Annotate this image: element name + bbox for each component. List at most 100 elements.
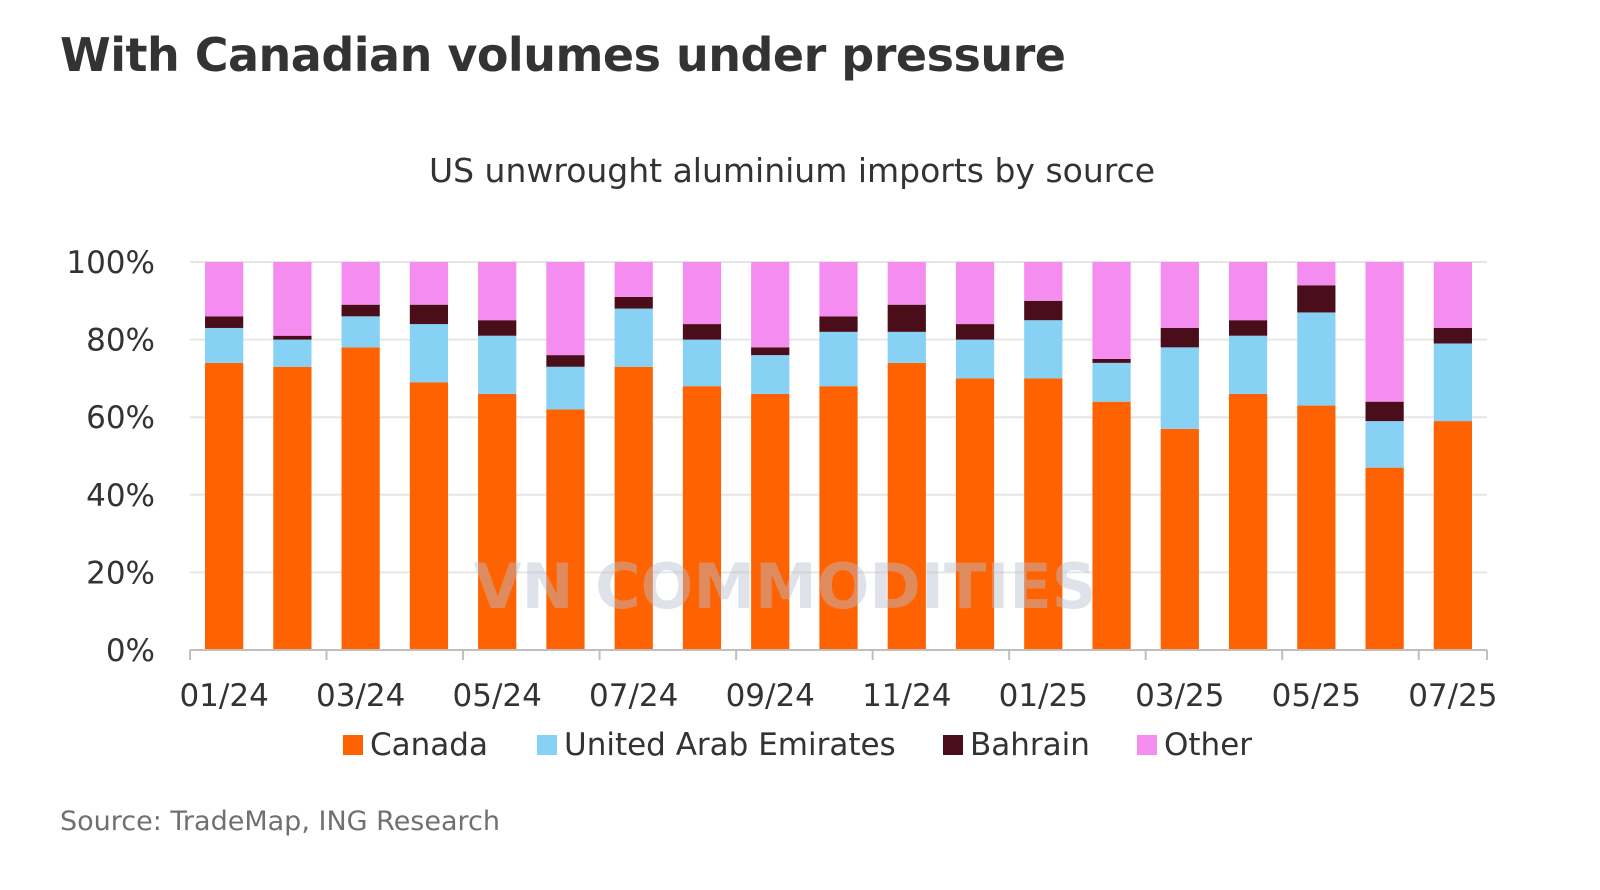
bar-segment <box>1433 262 1472 328</box>
bar-segment <box>819 262 858 317</box>
bar-segment <box>955 339 995 379</box>
legend: Canada United Arab Emirates Bahrain Other <box>343 727 1252 763</box>
legend-label: Other <box>1164 727 1252 763</box>
x-tick-label: 01/25 <box>999 678 1088 714</box>
bar-segment <box>341 316 380 348</box>
bar-segment <box>1024 378 1063 650</box>
legend-item: Bahrain <box>943 727 1090 763</box>
y-tick-label: 80% <box>86 323 155 359</box>
bar-segment <box>205 362 244 650</box>
x-tick-label: 03/24 <box>316 678 405 714</box>
bar-segment <box>614 296 653 309</box>
bar-segment <box>1297 405 1336 650</box>
bar-segment <box>546 366 585 410</box>
x-tick-label: 09/24 <box>726 678 815 714</box>
bar-segment <box>341 347 380 650</box>
bar-segment <box>1297 312 1336 406</box>
bar-segment <box>751 347 790 356</box>
legend-item: United Arab Emirates <box>537 727 896 763</box>
bar-segment <box>1160 327 1199 348</box>
bar-segment <box>1365 401 1404 422</box>
bar-segment <box>409 262 449 305</box>
y-tick-label: 40% <box>86 478 155 514</box>
bar-segment <box>409 324 449 383</box>
bar-segment <box>887 362 926 650</box>
bar-segment <box>682 262 722 325</box>
bar-segment <box>205 262 244 317</box>
x-tick-label: 01/24 <box>179 678 268 714</box>
legend-label: United Arab Emirates <box>564 727 896 763</box>
bar-segment <box>273 339 312 367</box>
bars <box>205 262 1472 650</box>
bar-segment <box>1297 262 1336 286</box>
chart-title: US unwrought aluminium imports by source <box>429 151 1155 190</box>
legend-swatch <box>343 735 363 755</box>
source-note: Source: TradeMap, ING Research <box>60 806 500 837</box>
bar-segment <box>1297 285 1336 313</box>
watermark: VN COMMODITIES <box>474 550 1097 623</box>
bar-segment <box>273 262 312 336</box>
legend-item: Canada <box>343 727 488 763</box>
x-tick-label: 05/25 <box>1272 678 1361 714</box>
bar-segment <box>1365 467 1404 650</box>
legend-label: Canada <box>370 727 488 763</box>
bar-segment <box>1092 362 1131 402</box>
bar-segment <box>955 262 995 325</box>
bar-segment <box>1160 428 1199 650</box>
x-tick-label: 07/24 <box>589 678 678 714</box>
bar-segment <box>273 366 312 650</box>
bar-segment <box>1024 300 1063 321</box>
bar-segment <box>1092 401 1131 650</box>
bar-segment <box>546 409 585 650</box>
bar-segment <box>751 355 790 394</box>
bar-segment <box>1228 320 1268 336</box>
bar-segment <box>1228 393 1268 650</box>
bar-segment <box>819 331 858 387</box>
legend-swatch <box>943 735 963 755</box>
bar-segment <box>1433 421 1472 650</box>
bar-segment <box>478 335 517 394</box>
bar-segment <box>478 320 517 336</box>
bar-segment <box>1228 262 1268 321</box>
bar-segment <box>1024 320 1063 379</box>
bar-segment <box>682 386 722 650</box>
bar-segment <box>614 262 653 297</box>
legend-item: Other <box>1137 727 1252 763</box>
bar-segment <box>751 393 790 650</box>
legend-label: Bahrain <box>970 727 1090 763</box>
bar-segment <box>341 262 380 305</box>
bar-segment <box>1092 262 1131 359</box>
y-tick-label: 60% <box>86 400 155 436</box>
bar-segment <box>478 393 517 650</box>
x-tick-label: 03/25 <box>1135 678 1224 714</box>
legend-swatch <box>1137 735 1157 755</box>
bar-segment <box>614 308 653 367</box>
watermark-text: VN COMMODITIES <box>474 550 1097 623</box>
bar-segment <box>205 316 244 328</box>
bar-segment <box>478 262 517 321</box>
x-tick-label: 07/25 <box>1408 678 1497 714</box>
x-tick-label: 11/24 <box>862 678 951 714</box>
bar-segment <box>887 262 926 305</box>
x-axis: 01/24 03/24 05/24 07/24 09/24 11/24 01/25 03/25… <box>179 649 1498 714</box>
bar-segment <box>1228 335 1268 394</box>
bar-segment <box>955 378 995 650</box>
bar-segment <box>887 304 926 332</box>
bar-segment <box>1160 262 1199 328</box>
bar-segment <box>887 331 926 363</box>
bar-segment <box>614 366 653 650</box>
bar-segment <box>819 386 858 650</box>
bar-segment <box>273 335 312 340</box>
bar-segment <box>682 339 722 387</box>
bar-segment <box>546 355 585 367</box>
bar-segment <box>546 262 585 356</box>
bar-segment <box>1365 421 1404 468</box>
bar-segment <box>1024 262 1063 301</box>
y-tick-label: 100% <box>66 245 155 281</box>
y-tick-label: 20% <box>86 555 155 591</box>
bar-segment <box>1160 347 1199 429</box>
bar-segment <box>751 262 790 348</box>
legend-swatch <box>537 735 557 755</box>
bar-segment <box>1092 359 1131 363</box>
